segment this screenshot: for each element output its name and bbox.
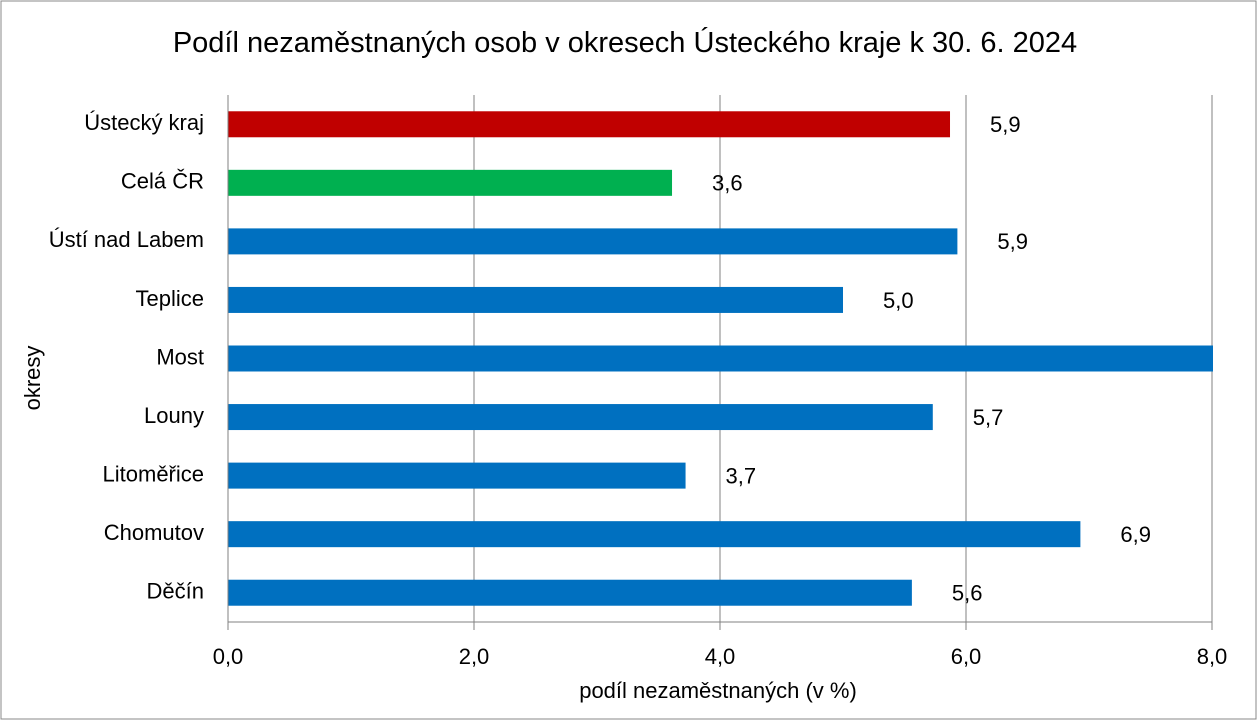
y-tick-label: Teplice xyxy=(136,286,204,311)
value-label: 5,9 xyxy=(997,229,1028,254)
y-tick-label: Ústecký kraj xyxy=(84,110,204,135)
bar xyxy=(228,169,673,196)
bar xyxy=(228,404,933,431)
y-tick-label: Litoměřice xyxy=(103,461,204,486)
y-tick-label: Ústí nad Labem xyxy=(49,227,204,252)
chart-title: Podíl nezaměstnaných osob v okresech Úst… xyxy=(172,27,1078,59)
y-tick-label: Děčín xyxy=(147,579,204,604)
bar xyxy=(228,521,1081,548)
value-label: 6,9 xyxy=(1120,522,1151,547)
value-label: 5,6 xyxy=(952,581,983,606)
bar xyxy=(228,228,958,255)
y-tick-label: Louny xyxy=(144,403,204,428)
x-tick-label: 6,0 xyxy=(951,644,982,669)
y-tick-label: Celá ČR xyxy=(121,169,204,194)
bar xyxy=(228,462,686,489)
bar xyxy=(228,579,912,606)
x-tick-label: 2,0 xyxy=(459,644,490,669)
bar xyxy=(228,286,843,313)
value-label: 5,0 xyxy=(883,288,914,313)
y-tick-label: Chomutov xyxy=(104,520,204,545)
y-tick-label: Most xyxy=(156,344,204,369)
value-label: 3,7 xyxy=(726,463,757,488)
x-tick-label: 0,0 xyxy=(213,644,244,669)
x-tick-label: 8,0 xyxy=(1197,644,1228,669)
bar xyxy=(228,345,1213,372)
bar xyxy=(228,111,951,138)
x-axis-label: podíl nezaměstnaných (v %) xyxy=(579,678,857,703)
y-axis-label: okresy xyxy=(20,346,45,411)
value-label: 3,6 xyxy=(712,171,743,196)
value-label: 5,9 xyxy=(990,112,1021,137)
x-tick-label: 4,0 xyxy=(705,644,736,669)
value-label: 5,7 xyxy=(973,405,1004,430)
